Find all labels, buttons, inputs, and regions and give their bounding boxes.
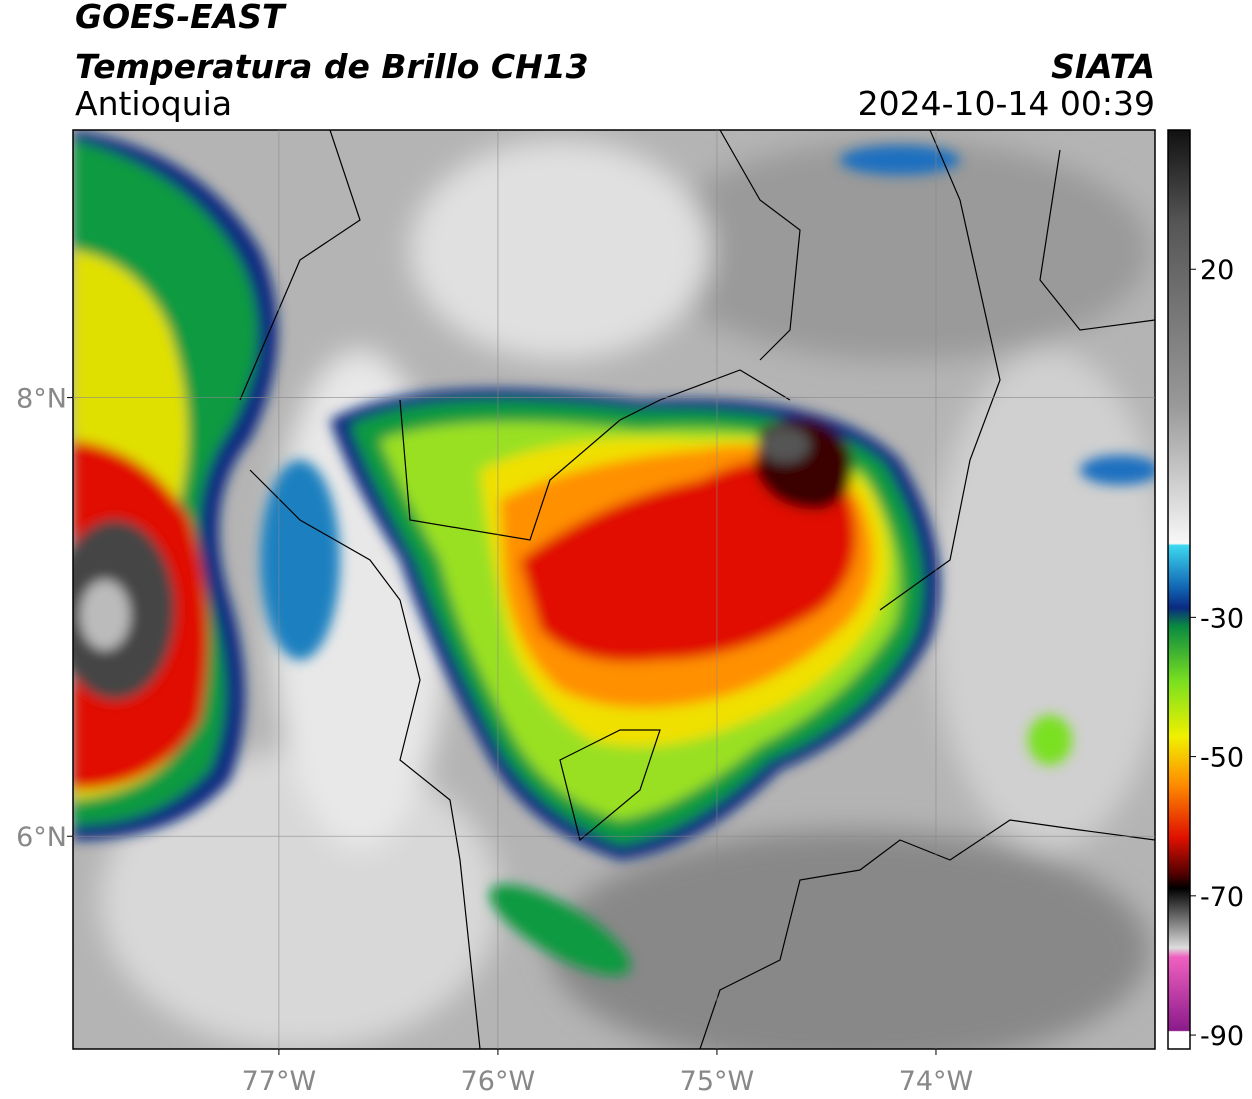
colorbar [1167,129,1191,1050]
colorbar-tick-label: -90 [1200,1021,1244,1052]
map-frame [72,129,1156,1050]
subtitle: Temperatura de Brillo CH13 [75,47,589,86]
x-tick-label: 75°W [680,1066,755,1097]
colorbar-tick-label: -30 [1200,603,1244,634]
satellite-image [73,130,1155,1049]
colorbar-tick-label: -50 [1200,743,1244,774]
x-tick-label: 76°W [461,1066,536,1097]
region: Antioquia [75,84,232,123]
x-tick-label: 77°W [242,1066,317,1097]
source: SIATA [1051,47,1155,86]
datetime: 2024-10-14 00:39 [858,84,1155,123]
colorbar-tick-label: 20 [1200,255,1234,286]
x-tick-label: 74°W [899,1066,974,1097]
colorbar-tick-label: -70 [1200,882,1244,913]
y-tick-label: 8°N [16,384,67,415]
title: GOES-EAST [75,0,287,36]
y-tick-label: 6°N [16,822,67,853]
